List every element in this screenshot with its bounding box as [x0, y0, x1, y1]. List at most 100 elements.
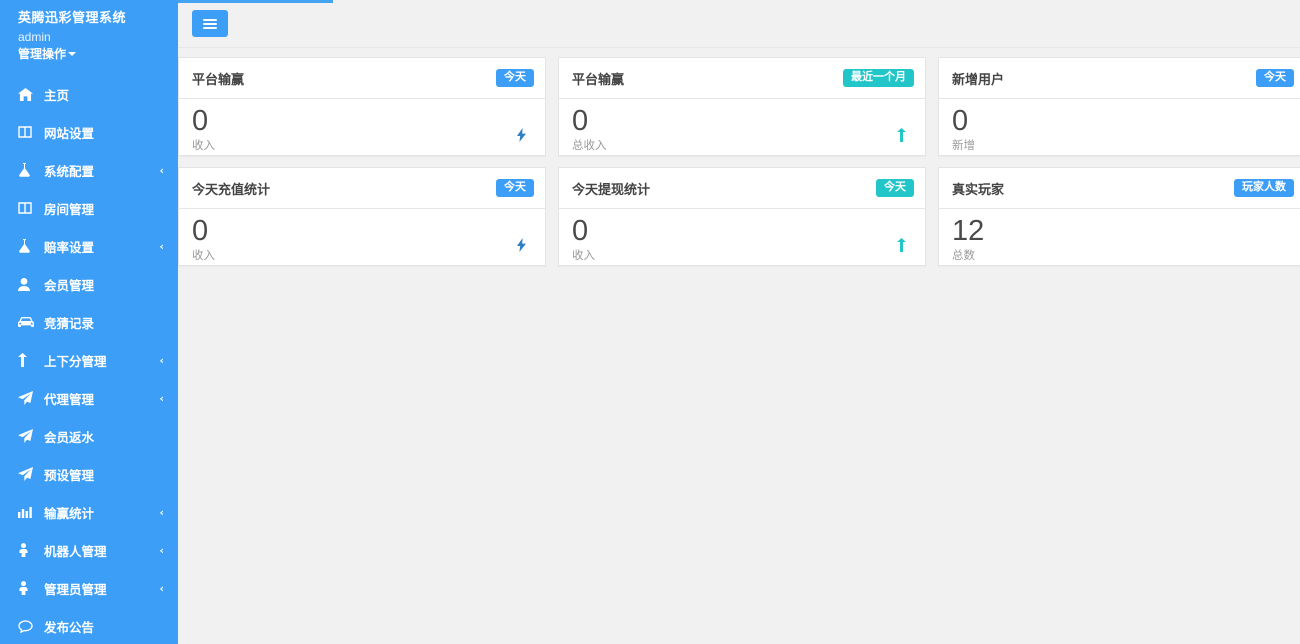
sidebar-item-label: 房间管理	[44, 202, 95, 217]
stat-card-body: 0 收入	[559, 209, 925, 265]
sidebar-item-11[interactable]: 输赢统计 ‹	[0, 493, 178, 531]
user-action-row[interactable]: 管理操作	[18, 45, 178, 63]
stat-card-badge[interactable]: 今天	[496, 179, 534, 197]
sidebar-item-12[interactable]: 机器人管理 ‹	[0, 531, 178, 569]
stat-card-row-1: 平台输赢 今天 0 收入 平台输赢 最近一个月 0 总收入 新增用户 今天 0 新增	[178, 57, 1300, 156]
stat-card: 新增用户 今天 0 新增	[938, 57, 1300, 156]
stat-card: 今天提现统计 今天 0 收入	[558, 167, 926, 266]
stat-card-body: 0 收入	[179, 209, 545, 265]
chevron-left-icon: ‹	[159, 239, 164, 253]
stat-card-title: 平台输赢	[192, 71, 245, 87]
sidebar-item-13[interactable]: 管理员管理 ‹	[0, 569, 178, 607]
user-block: admin 管理操作	[0, 26, 178, 63]
paper-plane-icon	[18, 467, 35, 481]
sidebar-item-1[interactable]: 网站设置	[0, 113, 178, 151]
hamburger-icon	[203, 17, 217, 31]
sidebar-item-label: 发布公告	[44, 620, 95, 635]
caret-down-icon	[68, 52, 77, 56]
sidebar-item-label: 输赢统计	[44, 506, 95, 521]
brand-title: 英腾迅彩管理系统	[18, 10, 127, 25]
stat-card-header: 平台输赢 今天	[179, 58, 545, 99]
stat-card-body: 12 总数	[939, 209, 1300, 265]
stat-column: 0 新增	[952, 105, 975, 153]
stat-card-badge[interactable]: 今天	[876, 179, 914, 197]
sidebar-item-label: 代理管理	[44, 392, 95, 407]
stat-value: 0	[572, 105, 589, 137]
sidebar-item-label: 赔率设置	[44, 240, 95, 255]
columns-icon	[18, 201, 35, 215]
flask-icon	[18, 239, 35, 253]
chevron-left-icon: ‹	[159, 163, 164, 177]
main-area: 平台输赢 今天 0 收入 平台输赢 最近一个月 0 总收入 新增用户 今天 0 新增 今天充值统计 今天…	[178, 0, 1300, 644]
comment-icon	[18, 619, 35, 633]
exchange-icon	[897, 238, 909, 252]
sidebar-item-label: 管理员管理	[44, 582, 107, 597]
stat-value: 0	[952, 105, 969, 137]
stat-label: 收入	[192, 140, 215, 152]
stat-card-header: 平台输赢 最近一个月	[559, 58, 925, 99]
stat-column: 0 总收入	[572, 105, 607, 153]
exchange-icon	[18, 353, 35, 367]
stat-card-header: 今天提现统计 今天	[559, 168, 925, 209]
stat-card-row-2: 今天充值统计 今天 0 收入 今天提现统计 今天 0 收入 真实玩家 玩家人数 12 总数	[178, 167, 1300, 266]
stat-label: 总收入	[572, 140, 607, 152]
sidebar-toggle-button[interactable]	[192, 10, 228, 37]
stat-card-header: 真实玩家 玩家人数	[939, 168, 1300, 209]
stat-card-title: 新增用户	[952, 71, 1005, 87]
robot-icon	[18, 543, 35, 557]
flask-icon	[18, 163, 35, 177]
stat-card: 真实玩家 玩家人数 12 总数	[938, 167, 1300, 266]
chevron-left-icon: ‹	[159, 353, 164, 367]
stat-card-header: 今天充值统计 今天	[179, 168, 545, 209]
stat-value: 0	[572, 215, 589, 247]
stat-column: 0 收入	[192, 215, 215, 263]
paper-plane-icon	[18, 429, 35, 443]
sidebar-item-0[interactable]: 主页	[0, 75, 178, 113]
stat-card-badge[interactable]: 玩家人数	[1234, 179, 1294, 197]
sidebar-item-label: 竞猜记录	[44, 316, 95, 331]
bar-chart-icon	[18, 505, 35, 519]
stat-label: 总数	[952, 250, 975, 262]
chevron-left-icon: ‹	[159, 543, 164, 557]
sidebar-item-label: 会员返水	[44, 430, 95, 445]
sidebar-item-10[interactable]: 预设管理	[0, 455, 178, 493]
stat-card-badge[interactable]: 今天	[1256, 69, 1294, 87]
stat-card: 平台输赢 今天 0 收入	[178, 57, 546, 156]
sidebar-item-4[interactable]: 赔率设置 ‹	[0, 227, 178, 265]
stat-card-title: 今天提现统计	[572, 181, 651, 197]
sidebar-item-7[interactable]: 上下分管理 ‹	[0, 341, 178, 379]
car-icon	[18, 315, 35, 329]
user-name: admin	[18, 30, 51, 44]
sidebar-item-label: 机器人管理	[44, 544, 107, 559]
stat-card-body: 0 总收入	[559, 99, 925, 155]
user-action-label: 管理操作	[18, 47, 67, 61]
sidebar-item-5[interactable]: 会员管理	[0, 265, 178, 303]
stat-label: 收入	[572, 250, 595, 262]
sidebar-item-14[interactable]: 发布公告	[0, 607, 178, 644]
stat-card-badge[interactable]: 最近一个月	[843, 69, 914, 87]
chevron-left-icon: ‹	[159, 391, 164, 405]
home-icon	[18, 87, 35, 101]
stat-column: 0 收入	[572, 215, 595, 263]
stat-column: 0 收入	[192, 105, 215, 153]
sidebar-item-3[interactable]: 房间管理	[0, 189, 178, 227]
sidebar-item-6[interactable]: 竞猜记录	[0, 303, 178, 341]
sidebar-item-label: 主页	[44, 88, 70, 103]
stat-value: 0	[192, 215, 209, 247]
stat-card-body: 0 收入	[179, 99, 545, 155]
stat-card-title: 真实玩家	[952, 181, 1005, 197]
dashboard-content: 平台输赢 今天 0 收入 平台输赢 最近一个月 0 总收入 新增用户 今天 0 新增 今天充值统计 今天…	[178, 48, 1300, 266]
stat-card-badge[interactable]: 今天	[496, 69, 534, 87]
sidebar-item-label: 会员管理	[44, 278, 95, 293]
chevron-left-icon: ‹	[159, 581, 164, 595]
bolt-icon	[517, 128, 529, 142]
sidebar-item-label: 网站设置	[44, 126, 95, 141]
stat-value: 0	[192, 105, 209, 137]
sidebar-item-8[interactable]: 代理管理 ‹	[0, 379, 178, 417]
robot-icon	[18, 581, 35, 595]
columns-icon	[18, 125, 35, 139]
sidebar-item-9[interactable]: 会员返水	[0, 417, 178, 455]
sidebar-item-2[interactable]: 系统配置 ‹	[0, 151, 178, 189]
sidebar-item-label: 系统配置	[44, 164, 95, 179]
stat-card-title: 今天充值统计	[192, 181, 271, 197]
